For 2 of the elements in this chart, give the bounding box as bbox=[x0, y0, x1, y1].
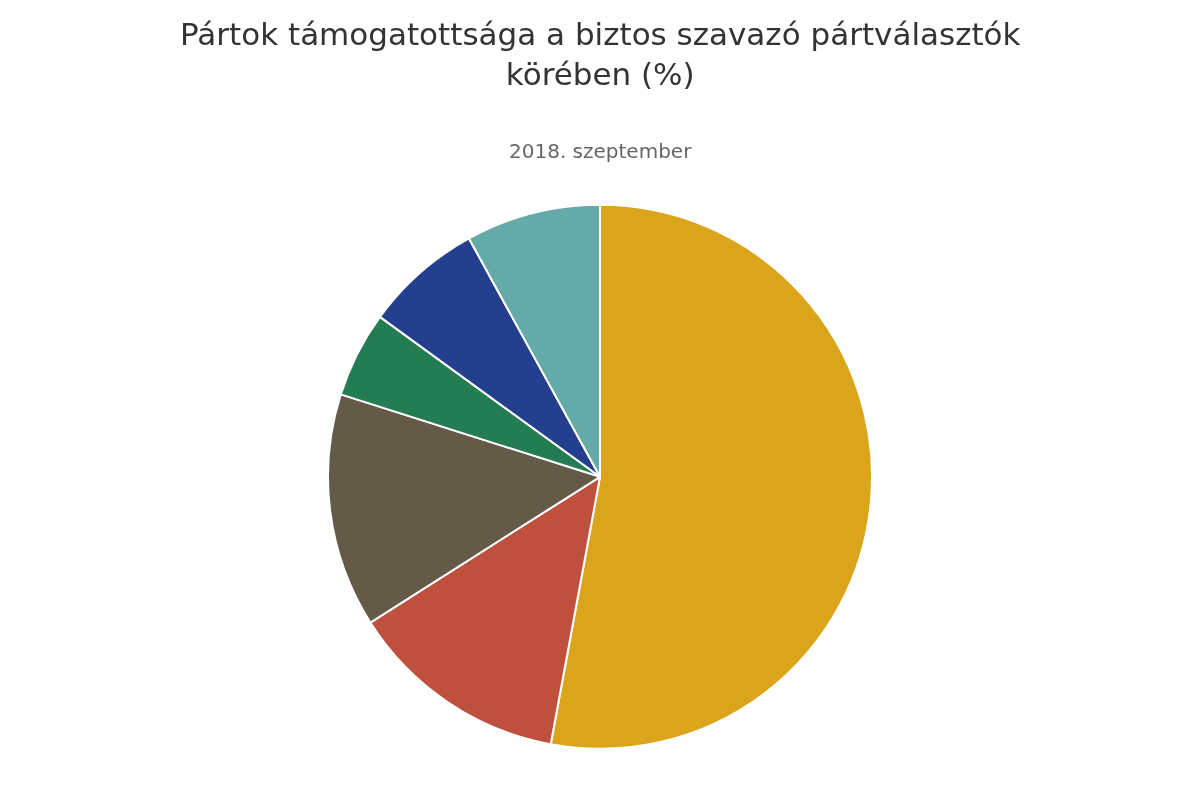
chart-title: Pártok támogatottsága a biztos szavazó pártválasztók körében (%) bbox=[180, 16, 1021, 93]
chart-subtitle: 2018. szeptember bbox=[509, 139, 693, 163]
